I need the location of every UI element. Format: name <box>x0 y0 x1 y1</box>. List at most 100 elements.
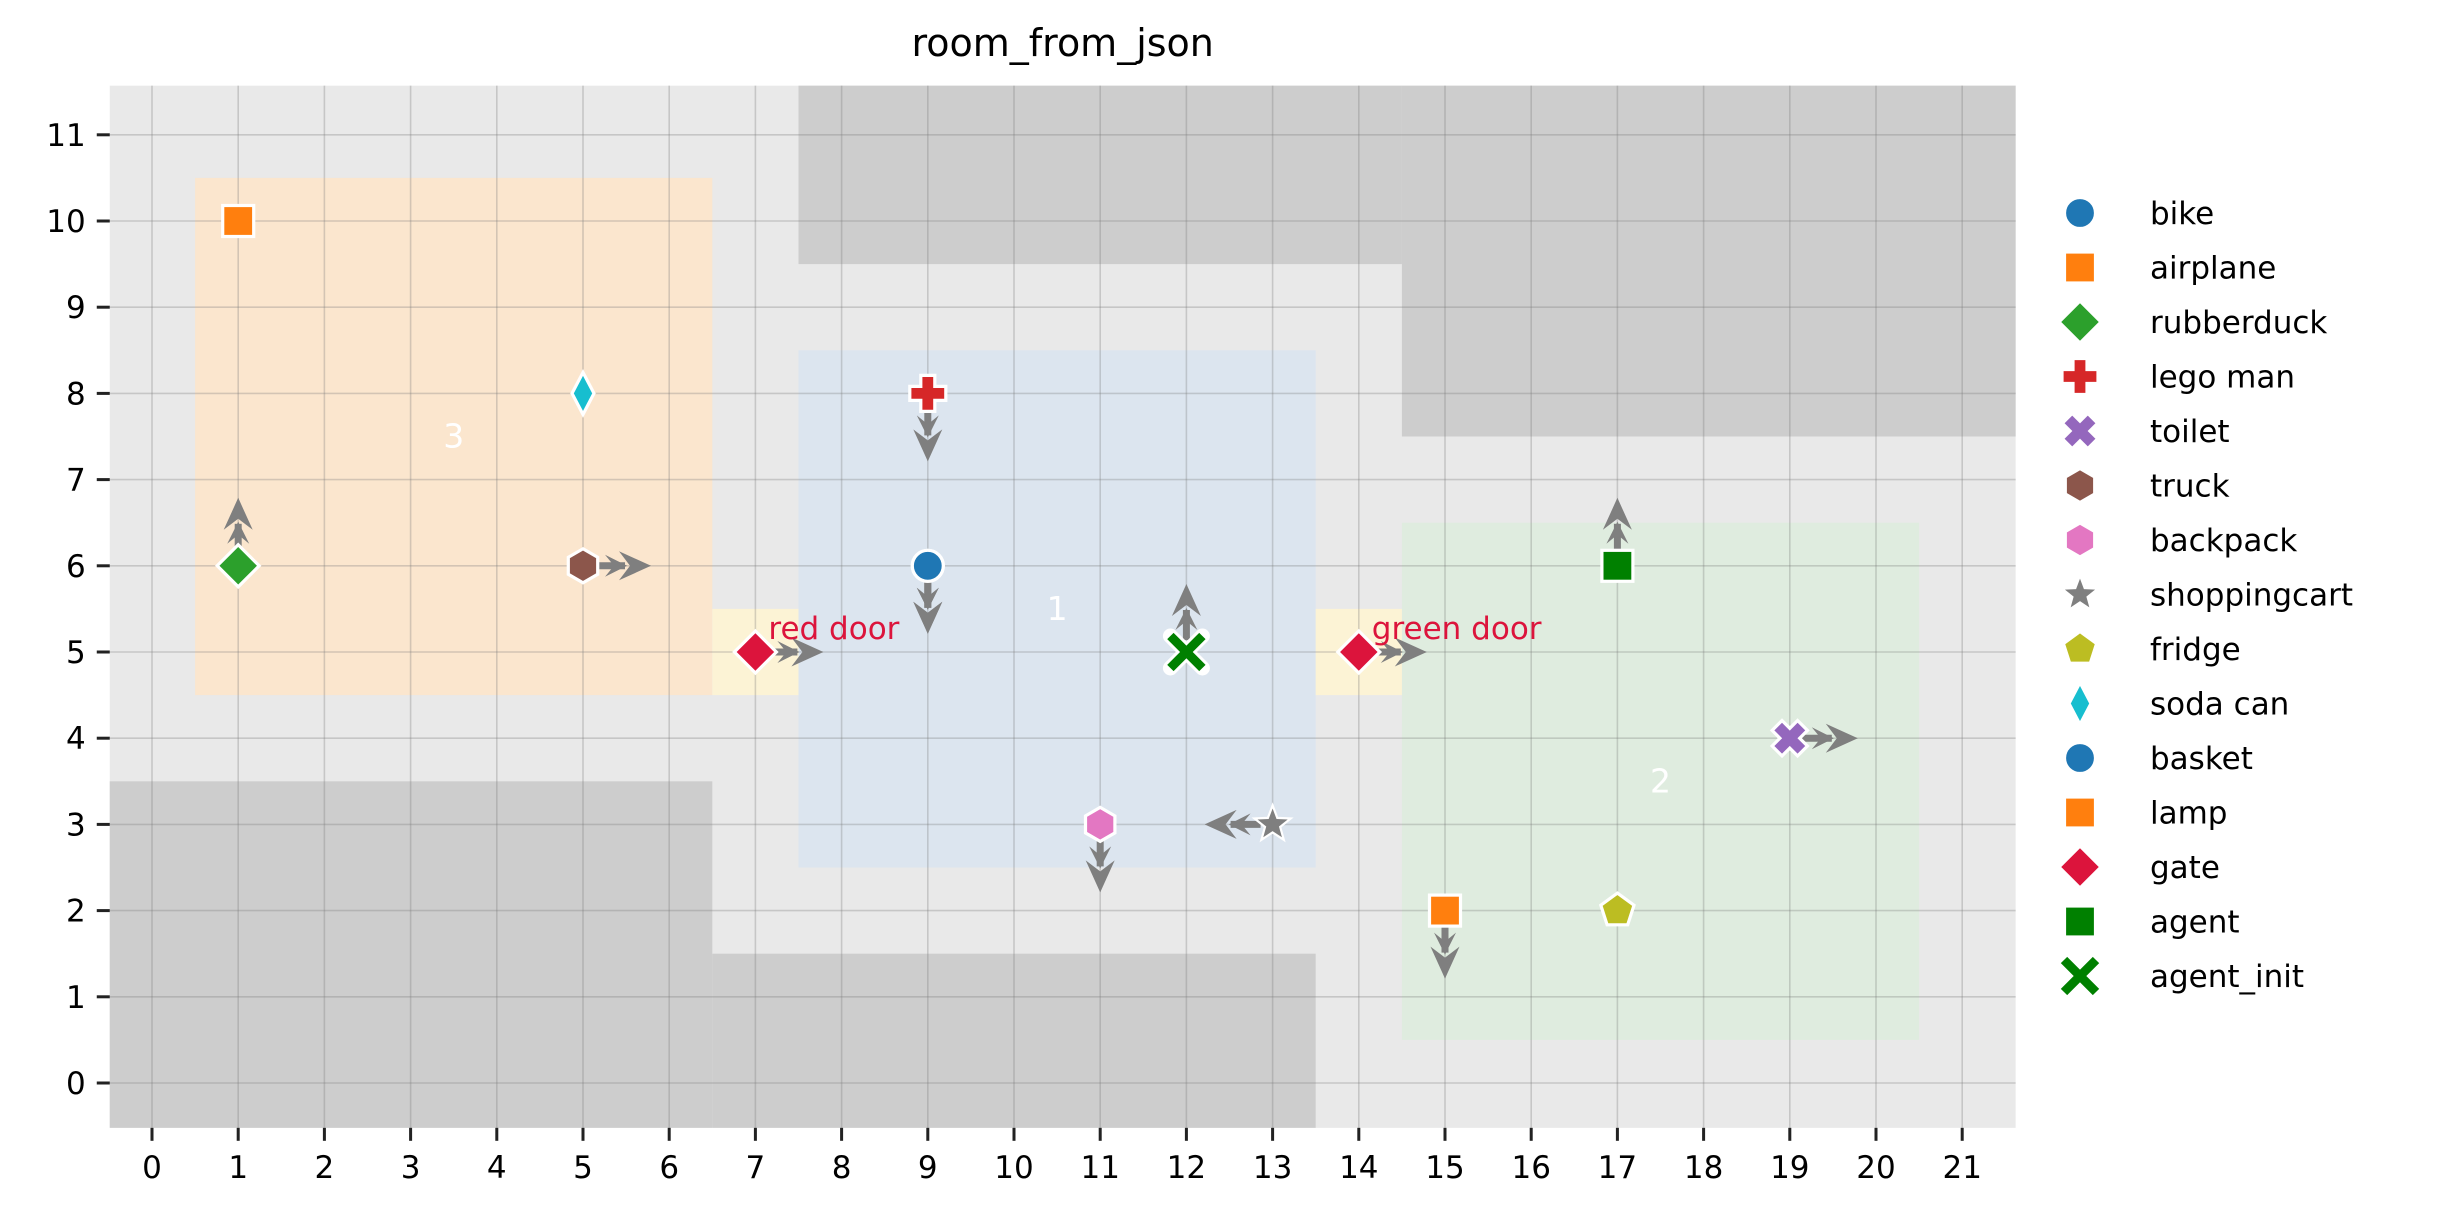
legend-label-soda-can: soda can <box>2150 687 2289 723</box>
legend-item-bike: bike <box>2062 195 2214 232</box>
room-label-1: 1 <box>1047 589 1068 628</box>
wall-region-3 <box>712 953 1316 1128</box>
x-tick-label: 7 <box>746 1150 766 1186</box>
wall-region-1 <box>1401 85 2016 437</box>
x-tick-label: 12 <box>1167 1150 1206 1186</box>
legend-marker-agent-icon <box>2062 904 2098 939</box>
legend-label-shoppingcart: shoppingcart <box>2150 578 2353 614</box>
x-tick-label: 2 <box>315 1150 335 1186</box>
marker-shoppingcart <box>1251 802 1294 843</box>
y-axis: 0 1 2 3 4 5 6 7 8 9 10 11 <box>46 118 110 1102</box>
legend-label-truck: truck <box>2150 469 2230 505</box>
legend-marker-shoppingcart-icon <box>2058 572 2102 613</box>
marker-lego-man <box>908 373 948 413</box>
legend-label-gate: gate <box>2150 850 2220 886</box>
legend-item-fridge: fridge <box>2061 629 2241 668</box>
legend-marker-toilet-icon <box>2060 411 2100 451</box>
legend-marker-airplane-icon <box>2062 250 2098 285</box>
legend-label-rubberduck: rubberduck <box>2150 305 2327 341</box>
marker-toilet <box>1769 718 1810 759</box>
x-tick-label: 0 <box>142 1150 162 1186</box>
legend-label-lamp: lamp <box>2150 796 2228 832</box>
legend-label-airplane: airplane <box>2150 251 2276 287</box>
legend-label-fridge: fridge <box>2150 632 2241 668</box>
x-tick-label: 11 <box>1080 1150 1119 1186</box>
wall-region-0 <box>798 85 1402 265</box>
legend-item-backpack: backpack <box>2063 521 2297 559</box>
legend-item-gate: gate <box>2056 843 2220 891</box>
x-tick-label: 21 <box>1942 1150 1981 1186</box>
x-tick-label: 1 <box>228 1150 248 1186</box>
y-tick-label: 1 <box>66 980 86 1016</box>
x-tick-label: 14 <box>1339 1150 1378 1186</box>
arrow-toilet <box>1801 723 1858 753</box>
marker-rubberduck <box>214 542 262 590</box>
marker-soda-can <box>570 368 596 418</box>
marker-lamp <box>1427 893 1463 928</box>
room-label-2: 2 <box>1650 761 1671 800</box>
legend-item-truck: truck <box>2063 466 2230 505</box>
y-tick-label: 2 <box>66 894 86 930</box>
door-label-red-door: red door <box>768 611 899 647</box>
x-tick-label: 20 <box>1856 1150 1895 1186</box>
x-tick-label: 13 <box>1253 1150 1292 1186</box>
room-region-2 <box>1401 522 1920 1040</box>
marker-gate <box>732 628 779 676</box>
x-tick-label: 19 <box>1770 1150 1809 1186</box>
x-tick-label: 18 <box>1684 1150 1723 1186</box>
legend-marker-lamp-icon <box>2062 795 2098 830</box>
y-tick-label: 3 <box>66 807 86 843</box>
legend-label-lego-man: lego man <box>2150 360 2295 396</box>
legend-marker-agent-init-icon <box>2056 952 2104 1000</box>
y-tick-label: 7 <box>66 463 86 499</box>
legend-item-toilet: toilet <box>2060 411 2230 451</box>
marker-truck <box>566 546 600 585</box>
y-tick-label: 6 <box>66 549 86 585</box>
legend-item-soda-can: soda can <box>2067 679 2289 728</box>
legend-item-shoppingcart: shoppingcart <box>2058 572 2353 614</box>
legend-marker-lego-man-icon <box>2060 356 2100 397</box>
legend-marker-gate-icon <box>2056 843 2104 891</box>
x-tick-label: 3 <box>401 1150 421 1186</box>
x-tick-label: 16 <box>1511 1150 1550 1186</box>
marker-gate <box>1335 628 1383 676</box>
x-tick-label: 9 <box>918 1150 938 1186</box>
room-region-3 <box>195 177 713 696</box>
y-tick-label: 0 <box>66 1066 86 1102</box>
y-tick-label: 10 <box>46 204 85 240</box>
legend-label-agent: agent <box>2150 905 2240 941</box>
legend-label-basket: basket <box>2150 741 2253 777</box>
y-tick-label: 5 <box>66 635 86 671</box>
grid-lines <box>109 85 2016 1128</box>
marker-agent-init <box>1162 628 1210 676</box>
marker-airplane <box>221 203 256 239</box>
arrow-truck <box>595 551 651 581</box>
legend: bike airplane rubberduck lego man toilet truc… <box>2056 195 2353 1000</box>
x-tick-label: 5 <box>573 1150 593 1186</box>
x-axis: 0 1 2 3 4 5 6 7 8 9 10 11 12 13 14 15 16 17 18 19 20 21 <box>142 1127 1982 1186</box>
legend-item-lamp: lamp <box>2062 795 2228 832</box>
legend-marker-basket-icon <box>2062 740 2098 776</box>
legend-label-backpack: backpack <box>2150 523 2297 559</box>
y-tick-label: 9 <box>66 290 86 326</box>
marker-agent <box>1600 548 1635 583</box>
legend-marker-backpack-icon <box>2063 521 2097 559</box>
room-region-1 <box>798 350 1316 868</box>
legend-item-lego-man: lego man <box>2060 356 2295 397</box>
x-tick-label: 17 <box>1598 1150 1637 1186</box>
y-tick-label: 8 <box>66 376 86 412</box>
legend-marker-rubberduck-icon <box>2056 298 2104 346</box>
legend-label-agent-init: agent_init <box>2150 959 2304 995</box>
arrow-shoppingcart <box>1204 809 1261 839</box>
legend-item-rubberduck: rubberduck <box>2056 298 2327 346</box>
legend-marker-bike-icon <box>2062 195 2098 231</box>
x-tick-label: 10 <box>994 1150 1033 1186</box>
room-label-3: 3 <box>443 417 464 456</box>
wall-region-2 <box>109 781 713 1128</box>
door-label-green-door: green door <box>1372 611 1542 647</box>
x-tick-label: 6 <box>659 1150 679 1186</box>
y-tick-label: 4 <box>66 721 86 757</box>
marker-backpack <box>1083 805 1117 844</box>
